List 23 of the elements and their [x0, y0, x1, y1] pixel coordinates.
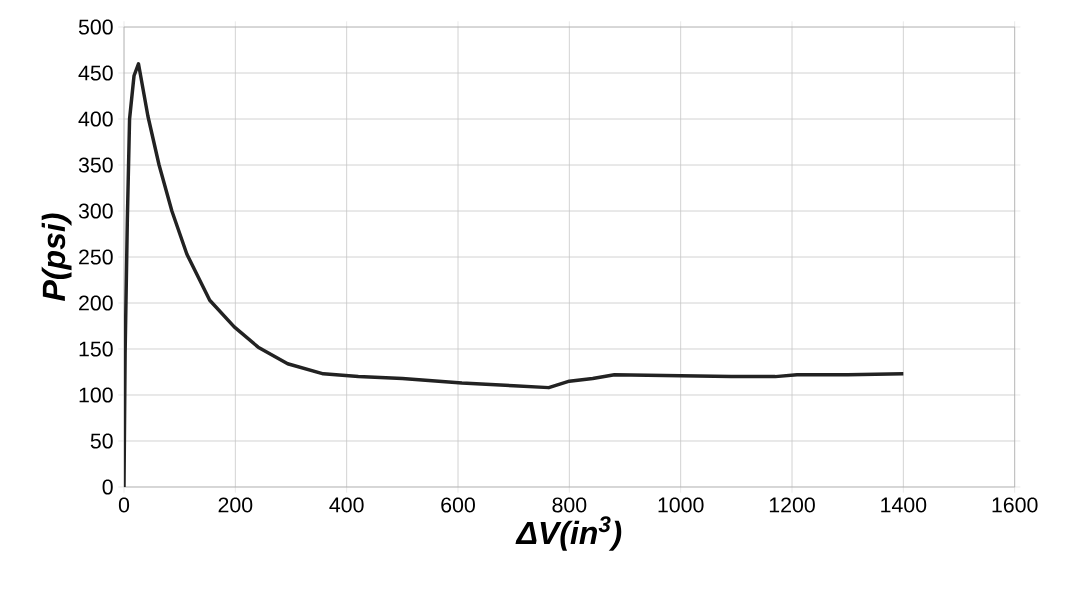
y-tick-label: 200: [79, 295, 113, 311]
x-tick-label: 0: [118, 497, 130, 513]
x-tick-label: 1200: [769, 497, 815, 513]
y-tick-label: 0: [102, 479, 113, 495]
x-tick-label: 400: [329, 497, 364, 513]
y-axis-title: P(psi): [41, 213, 72, 301]
x-tick-label: 1600: [992, 497, 1038, 513]
y-tick-label: 100: [79, 387, 113, 403]
x-tick-label: 800: [552, 497, 587, 513]
y-tick-label: 250: [79, 249, 113, 265]
x-tick-label: 200: [218, 497, 253, 513]
y-tick-label: 50: [90, 433, 113, 449]
x-tick-label: 1000: [658, 497, 704, 513]
y-tick-label: 300: [78, 203, 113, 219]
x-tick-label: 600: [441, 497, 475, 513]
line-series: [124, 62, 906, 487]
y-tick-label: 150: [79, 341, 113, 357]
text: ΔV(in$^{3}$): [515, 516, 622, 551]
y-tick-label: 400: [78, 111, 113, 127]
y-tick-label: 450: [78, 65, 113, 81]
x-tick-label: 1400: [881, 497, 927, 513]
y-tick-label: 350: [78, 157, 113, 173]
y-tick-label: 500: [78, 19, 113, 35]
